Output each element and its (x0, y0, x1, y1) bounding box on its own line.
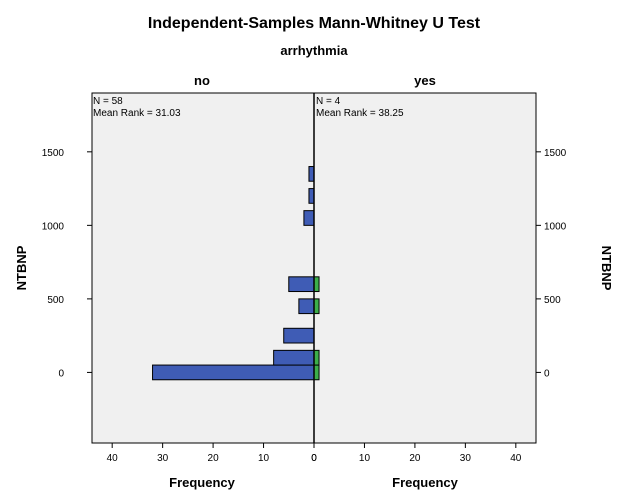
x-tick-label-left-3: 10 (258, 453, 270, 464)
bar-no-4 (288, 276, 315, 293)
bar-yes-1 (313, 349, 320, 366)
y-tick-label-left-2: 1000 (42, 221, 65, 232)
panel-label-no: no (194, 73, 210, 88)
bar-no-7 (308, 166, 315, 182)
y-tick-label-right-3: 1500 (544, 148, 567, 159)
bar-no-5 (303, 210, 315, 226)
x-tick-label-right-1: 10 (359, 453, 371, 464)
mean-rank-label-yes: Mean Rank = 38.25 (316, 108, 404, 119)
bar-yes-2 (313, 298, 320, 315)
x-axis-right: 0 10 20 30 40 (311, 443, 522, 464)
chart-title: Independent-Samples Mann-Whitney U Test (148, 15, 481, 32)
y-axis-label-right: NTBNP (599, 246, 614, 291)
x-tick-label-right-2: 20 (409, 453, 421, 464)
mean-rank-label-no: Mean Rank = 31.03 (93, 108, 181, 119)
y-tick-label-left-1: 500 (47, 295, 64, 306)
y-axis-label-left: NTBNP (14, 245, 29, 290)
x-tick-label-right-0: 0 (311, 453, 317, 464)
bar-no-3 (298, 298, 315, 315)
x-axis-label-right: Frequency (392, 475, 459, 490)
y-tick-label-right-2: 1000 (544, 221, 567, 232)
y-tick-label-right-1: 500 (544, 295, 561, 306)
x-tick-label-left-0: 40 (107, 453, 119, 464)
n-label-no: N = 58 (93, 96, 123, 107)
bar-no-0 (152, 364, 315, 381)
x-tick-label-left-2: 20 (208, 453, 220, 464)
y-tick-label-left-0: 0 (58, 368, 64, 379)
x-tick-label-left-4: 0 (311, 453, 317, 464)
y-tick-label-left-3: 1500 (42, 148, 65, 159)
chart-subtitle: arrhythmia (280, 43, 348, 58)
panel-label-yes: yes (414, 73, 436, 88)
bar-no-6 (308, 188, 315, 204)
x-tick-label-right-4: 40 (510, 453, 522, 464)
n-label-yes: N = 4 (316, 96, 341, 107)
bar-yes-3 (313, 276, 320, 293)
bar-no-1 (273, 349, 315, 366)
bar-no-2 (283, 327, 315, 344)
x-axis-left: 40 30 20 10 0 (107, 443, 317, 464)
x-tick-label-right-3: 30 (460, 453, 472, 464)
y-axis-right: 0 500 1000 1500 (536, 148, 567, 379)
y-tick-label-right-0: 0 (544, 368, 550, 379)
x-tick-label-left-1: 30 (157, 453, 169, 464)
bar-yes-0 (313, 364, 320, 381)
x-axis-label-left: Frequency (169, 475, 236, 490)
y-axis-left: 0 500 1000 1500 (42, 148, 92, 379)
